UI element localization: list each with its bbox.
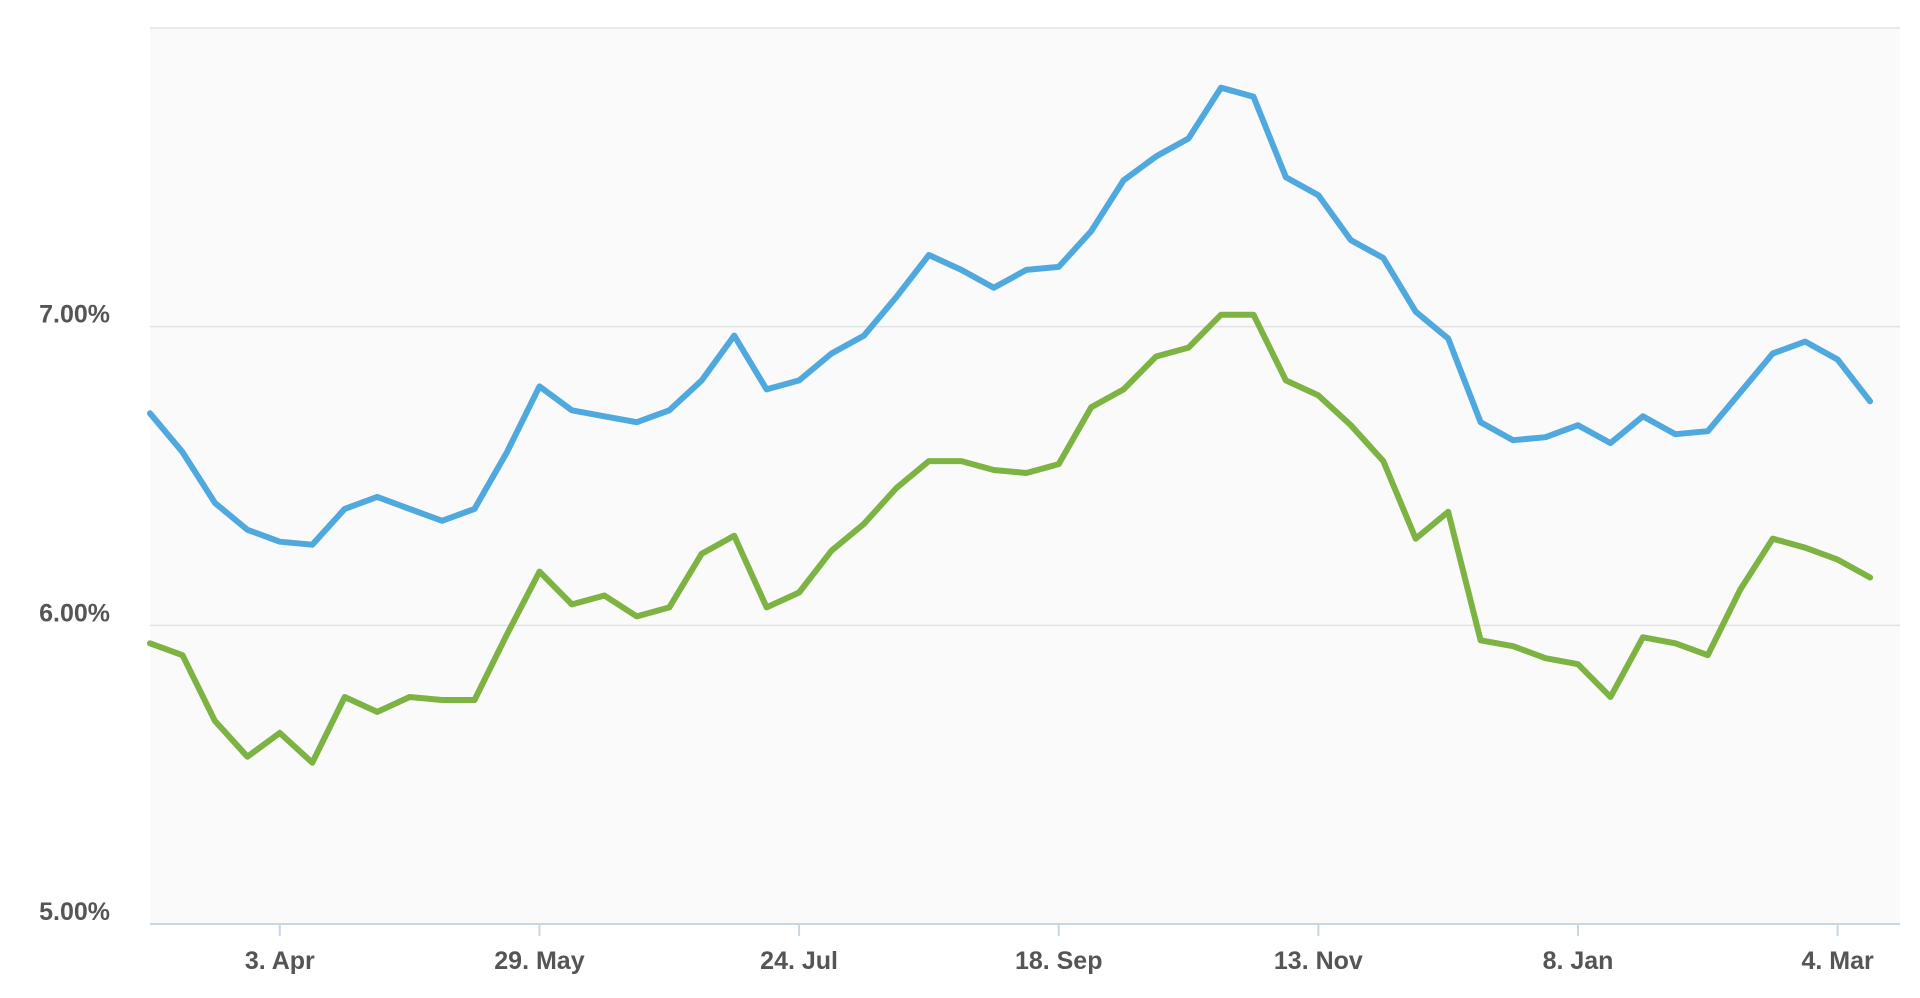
y-tick-label: 5.00% <box>39 898 110 926</box>
x-tick-label: 8. Jan <box>1543 947 1614 975</box>
gridlines <box>150 27 1900 627</box>
x-tick-label: 29. May <box>494 947 584 975</box>
series-lines <box>147 84 1874 766</box>
x-tick-label: 4. Mar <box>1802 947 1875 975</box>
x-axis-labels: 3. Apr 29. May 24. Jul 18. Sep 13. Nov 8. Jan… <box>245 947 1874 975</box>
x-tick-label: 3. Apr <box>245 947 315 975</box>
plot-background <box>150 28 1900 924</box>
x-tick-label: 13. Nov <box>1274 947 1363 975</box>
y-axis-labels: 5.00% 6.00% 7.00% <box>39 301 110 926</box>
x-tick-label: 18. Sep <box>1015 947 1103 975</box>
x-axis <box>150 923 1900 936</box>
series-line-1 <box>147 311 1874 766</box>
y-tick-label: 7.00% <box>39 301 110 329</box>
x-tick-label: 24. Jul <box>760 947 838 975</box>
y-tick-label: 6.00% <box>39 599 110 627</box>
series-line-0 <box>147 84 1874 548</box>
